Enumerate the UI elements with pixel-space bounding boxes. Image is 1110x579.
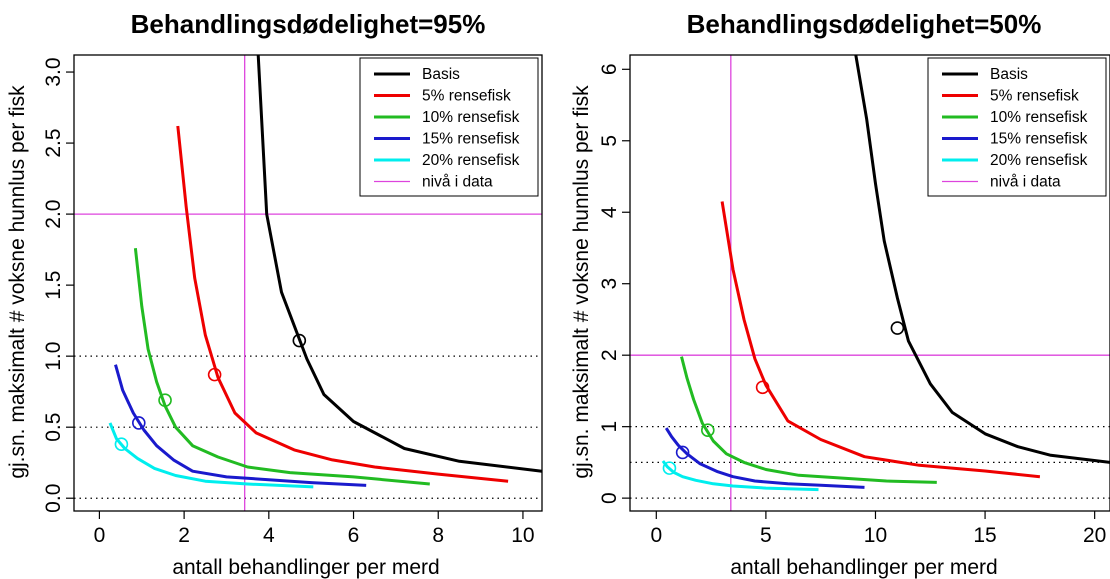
right-x-tick-label-0: 0 xyxy=(650,524,662,547)
right-series-line-r20 xyxy=(661,460,819,492)
right-legend-label-3: 15% rensefisk xyxy=(990,131,1088,148)
right-legend-label-5: nivå i data xyxy=(990,174,1061,191)
left-series-marker-basis xyxy=(292,333,307,348)
left-series-line-r20 xyxy=(108,422,314,489)
right-y-tick-label-2: 2 xyxy=(598,349,621,361)
left-series-line-r15 xyxy=(114,364,367,487)
right-legend-box xyxy=(927,57,1107,197)
left-x-tick-label-0: 0 xyxy=(94,524,106,547)
right-series-line-r5 xyxy=(720,201,1041,479)
right-series-line-r10 xyxy=(680,356,937,484)
left-x-tick-label-1: 2 xyxy=(178,524,190,547)
right-y-tick-label-5: 5 xyxy=(598,135,621,147)
left-y-tick-label-1: 0.5 xyxy=(42,413,65,442)
right-y-tick-label-3: 3 xyxy=(598,278,621,290)
left-x-tick-label-2: 4 xyxy=(263,524,275,547)
chart-left-ylabel: gj.sn. maksimalt # voksne hunnlus per fi… xyxy=(6,85,29,479)
left-y-tick-label-3: 1.5 xyxy=(42,271,65,300)
left-series-marker-r15 xyxy=(132,416,146,430)
right-legend-label-0: Basis xyxy=(990,66,1028,83)
chart-left: Behandlingsdødelighet=95% gj.sn. maksima… xyxy=(6,9,543,579)
chart-left-title: Behandlingsdødelighet=95% xyxy=(131,9,486,39)
right-legend-label-4: 20% rensefisk xyxy=(990,152,1088,169)
left-legend-label-1: 5% rensefisk xyxy=(422,88,511,105)
left-series-marker-r10 xyxy=(158,393,172,407)
left-legend-box xyxy=(359,57,539,197)
left-x-tick-label-5: 10 xyxy=(511,524,534,547)
left-y-tick-label-4: 2.0 xyxy=(42,200,65,229)
chart-left-plot-frame xyxy=(73,54,543,512)
left-legend-label-5: nivå i data xyxy=(422,174,493,191)
right-x-tick-label-4: 20 xyxy=(1083,524,1106,547)
left-x-tick-label-4: 8 xyxy=(432,524,444,547)
left-y-tick-label-2: 1.0 xyxy=(42,342,65,371)
left-y-tick-label-5: 2.5 xyxy=(42,128,65,157)
right-y-tick-label-6: 6 xyxy=(598,63,621,75)
left-series-line-basis xyxy=(256,55,542,473)
right-series-marker-r15 xyxy=(675,445,690,460)
chart-right-plot-frame xyxy=(629,54,1110,512)
left-series-marker-r20 xyxy=(114,437,129,452)
left-legend-label-3: 15% rensefisk xyxy=(422,131,520,148)
chart-right-ylabel: gj.sn. maksimalt # voksne hunnlus per fi… xyxy=(570,85,593,479)
right-legend-label-2: 10% rensefisk xyxy=(990,109,1088,126)
right-x-tick-label-1: 5 xyxy=(760,524,772,547)
right-y-tick-label-0: 0 xyxy=(598,492,621,504)
right-series-marker-r5 xyxy=(755,380,770,395)
left-x-tick-label-3: 6 xyxy=(348,524,360,547)
chart-right-title: Behandlingsdødelighet=50% xyxy=(687,9,1042,39)
right-y-tick-label-1: 1 xyxy=(598,421,621,433)
left-series-line-r5 xyxy=(176,125,509,483)
chart-right: Behandlingsdødelighet=50% gj.sn. maksima… xyxy=(570,9,1110,579)
right-series-marker-basis xyxy=(890,321,905,335)
right-x-tick-label-2: 10 xyxy=(864,524,887,547)
right-series-marker-r20 xyxy=(662,461,677,475)
left-legend-label-2: 10% rensefisk xyxy=(422,109,520,126)
right-series-line-basis xyxy=(854,55,1110,464)
left-legend-label-4: 20% rensefisk xyxy=(422,152,520,169)
left-y-tick-label-0: 0.0 xyxy=(42,484,65,513)
right-y-tick-label-4: 4 xyxy=(598,206,621,218)
right-x-tick-label-3: 15 xyxy=(973,524,996,547)
left-series-marker-r5 xyxy=(207,367,222,382)
right-series-line-r15 xyxy=(664,427,865,489)
right-legend-label-1: 5% rensefisk xyxy=(990,88,1079,105)
left-series-line-r10 xyxy=(133,248,430,486)
right-series-marker-r10 xyxy=(701,423,715,438)
left-y-tick-label-6: 3.0 xyxy=(42,57,65,86)
chart-left-xlabel: antall behandlinger per merd xyxy=(172,556,439,579)
chart-right-xlabel: antall behandlinger per merd xyxy=(730,556,997,579)
left-legend-label-0: Basis xyxy=(422,66,460,83)
